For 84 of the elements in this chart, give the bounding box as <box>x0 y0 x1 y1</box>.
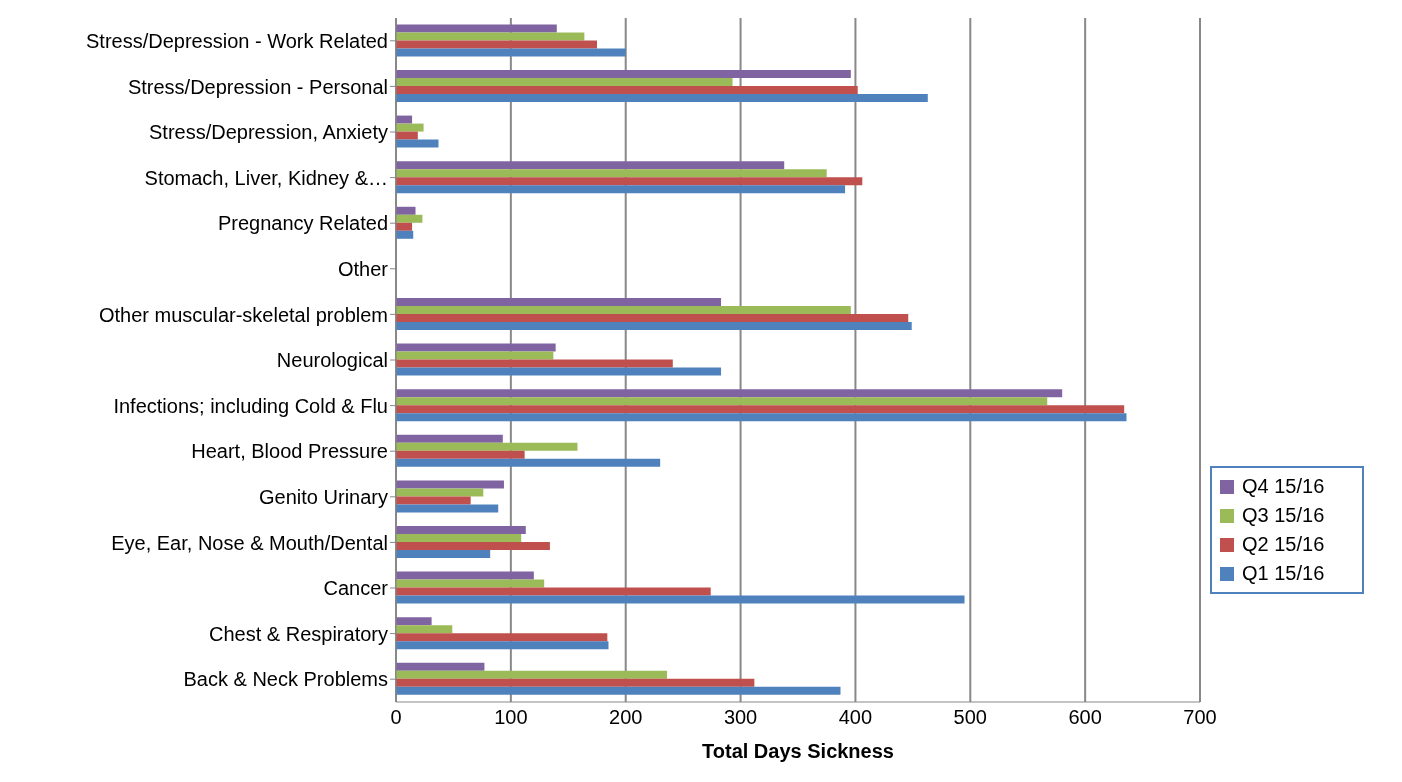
y-tick-label: Infections; including Cold & Flu <box>113 394 388 417</box>
bar <box>396 115 413 124</box>
y-tick-label: Stress/Depression, Anxiety <box>149 121 388 144</box>
bar <box>396 579 545 588</box>
bar <box>396 670 668 679</box>
bar <box>396 24 557 33</box>
bar <box>396 533 522 542</box>
y-tick-label: Genito Urinary <box>259 485 388 508</box>
x-axis-title: Total Days Sickness <box>702 740 894 762</box>
bar <box>396 169 827 178</box>
y-tick-label: Other muscular-skeletal problem <box>99 303 388 326</box>
bar <box>396 504 499 513</box>
legend-label: Q4 15/16 <box>1242 474 1325 499</box>
x-tick-label: 100 <box>494 706 528 729</box>
bar <box>396 625 453 634</box>
bar <box>396 93 928 102</box>
x-tick-label: 300 <box>723 706 758 729</box>
bar <box>396 450 525 459</box>
y-tick-label: Other <box>337 257 389 280</box>
bar <box>396 185 846 194</box>
bar <box>396 458 661 467</box>
y-tick-label: Stomach, Liver, Kidney &… <box>144 166 388 189</box>
bar <box>396 77 733 86</box>
bar <box>396 69 851 78</box>
bar <box>396 367 722 376</box>
y-tick-label: Pregnancy Related <box>217 212 388 235</box>
bar <box>396 595 965 604</box>
bar <box>396 321 912 330</box>
x-tick-label: 700 <box>1183 706 1217 729</box>
bar <box>396 641 609 650</box>
y-tick-label: Back & Neck Problems <box>183 668 388 691</box>
bar <box>396 541 550 550</box>
x-tick-label: 500 <box>953 706 987 729</box>
bar <box>396 587 711 596</box>
bar <box>396 617 432 626</box>
bar <box>396 442 578 451</box>
bar <box>396 488 484 497</box>
bar <box>396 678 755 687</box>
bar <box>396 549 491 558</box>
bar <box>396 131 418 140</box>
bar <box>396 206 416 215</box>
x-tick-label: 0 <box>390 706 402 729</box>
bar <box>396 389 1063 398</box>
bar <box>396 571 534 580</box>
y-tick-label: Cancer <box>323 577 389 600</box>
bar <box>396 525 526 534</box>
bar <box>396 123 424 132</box>
bar <box>396 40 597 49</box>
bar <box>396 633 608 642</box>
bar <box>396 413 1127 422</box>
legend-label: Q3 15/16 <box>1242 503 1325 528</box>
bar <box>396 434 503 443</box>
bar <box>396 32 585 41</box>
y-tick-label: Stress/Depression - Personal <box>127 75 388 98</box>
y-tick-label: Chest & Respiratory <box>209 622 388 645</box>
bar <box>396 662 485 671</box>
bar <box>396 397 1048 406</box>
bar <box>396 139 439 148</box>
legend-label: Q2 15/16 <box>1242 532 1325 557</box>
bar <box>396 297 722 306</box>
x-tick-label: 400 <box>838 706 873 729</box>
x-tick-label: 200 <box>609 706 643 729</box>
legend-label: Q1 15/16 <box>1242 561 1325 586</box>
bar <box>396 359 673 368</box>
bar <box>396 85 858 94</box>
bar <box>396 305 851 314</box>
bar <box>396 161 785 170</box>
bar <box>396 230 414 239</box>
bar <box>396 222 413 231</box>
bar <box>396 48 626 57</box>
y-tick-label: Stress/Depression - Work Related <box>86 29 388 52</box>
bar <box>396 496 471 505</box>
bar <box>396 405 1125 414</box>
bar <box>396 343 556 352</box>
bar <box>396 686 841 695</box>
y-tick-label: Neurological <box>276 349 388 372</box>
y-tick-label: Eye, Ear, Nose & Mouth/Dental <box>111 531 388 554</box>
bar <box>396 214 423 223</box>
x-tick-label: 600 <box>1068 706 1102 729</box>
bar <box>396 351 554 360</box>
bar <box>396 480 504 489</box>
bar <box>396 177 863 186</box>
bar <box>396 313 909 322</box>
y-tick-label: Heart, Blood Pressure <box>191 440 388 463</box>
